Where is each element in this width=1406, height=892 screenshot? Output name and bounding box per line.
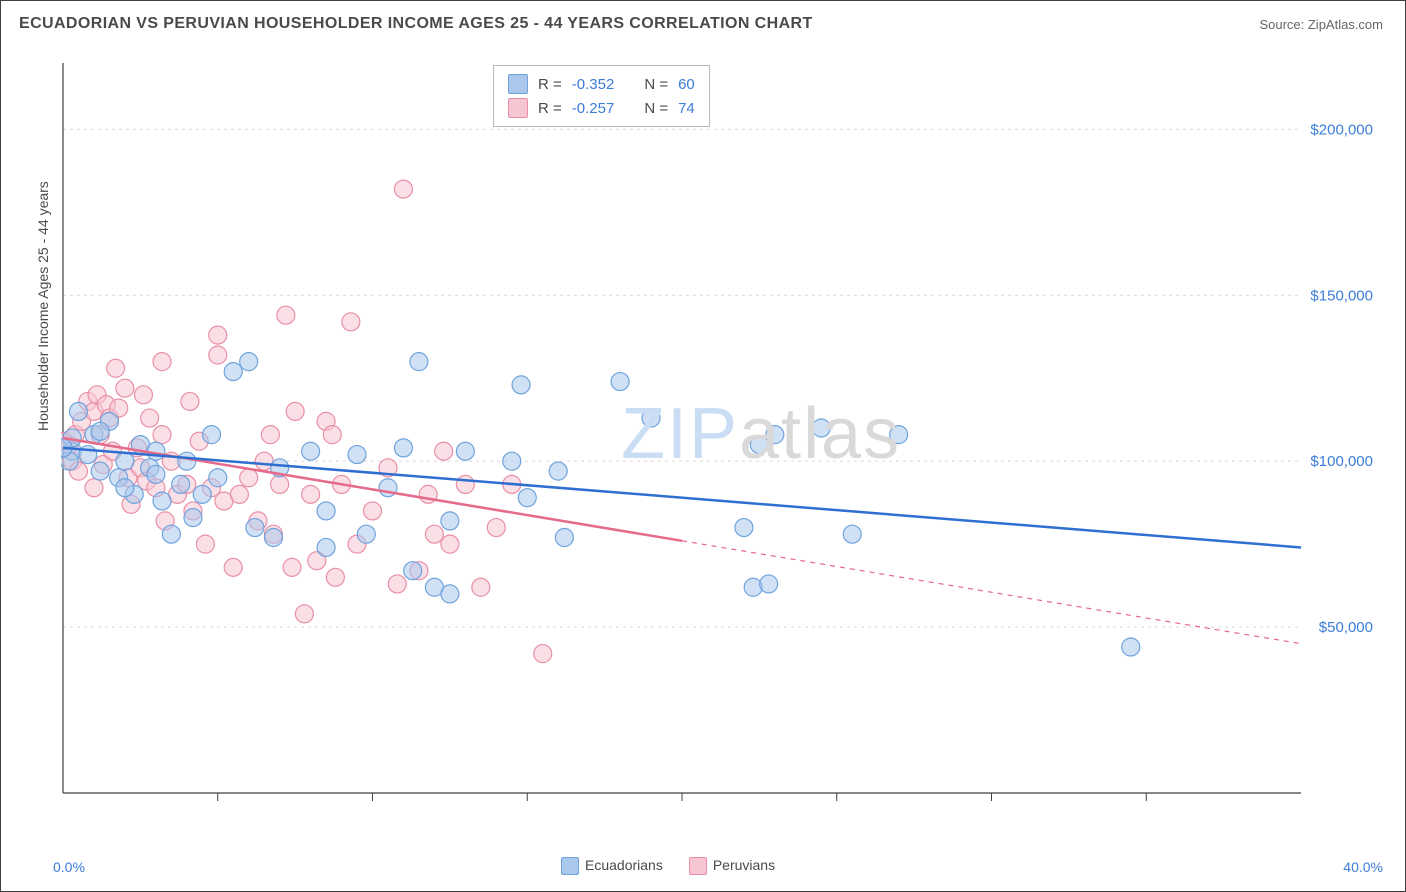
plot-area: $50,000$100,000$150,000$200,000 ZIPatlas… xyxy=(61,63,1381,823)
legend-item-ecuadorians: Ecuadorians xyxy=(561,857,663,875)
swatch-peruvians xyxy=(508,98,528,118)
x-tick-end: 40.0% xyxy=(1343,859,1383,875)
n-value-peruvians: 74 xyxy=(678,100,695,117)
legend-label-peruvians: Peruvians xyxy=(713,857,775,873)
svg-text:$100,000: $100,000 xyxy=(1310,453,1373,470)
legend-swatch-ecuadorians xyxy=(561,857,579,875)
series-legend: Ecuadorians Peruvians xyxy=(561,857,775,875)
y-axis-label: Householder Income Ages 25 - 44 years xyxy=(35,181,51,431)
n-label: N = xyxy=(644,76,668,93)
chart-title: ECUADORIAN VS PERUVIAN HOUSEHOLDER INCOM… xyxy=(19,15,813,33)
r-value-ecuadorians: -0.352 xyxy=(572,76,615,93)
r-label: R = xyxy=(538,100,562,117)
r-label: R = xyxy=(538,76,562,93)
chart-container: ECUADORIAN VS PERUVIAN HOUSEHOLDER INCOM… xyxy=(0,0,1406,892)
correlation-legend: R = -0.352 N = 60 R = -0.257 N = 74 xyxy=(493,65,710,127)
swatch-ecuadorians xyxy=(508,74,528,94)
source-label: Source: xyxy=(1259,17,1307,32)
svg-text:$200,000: $200,000 xyxy=(1310,121,1373,138)
correlation-row-peruvians: R = -0.257 N = 74 xyxy=(508,96,695,120)
svg-text:$50,000: $50,000 xyxy=(1319,619,1373,636)
source-attribution: Source: ZipAtlas.com xyxy=(1259,17,1383,32)
legend-swatch-peruvians xyxy=(689,857,707,875)
correlation-row-ecuadorians: R = -0.352 N = 60 xyxy=(508,72,695,96)
n-label: N = xyxy=(644,100,668,117)
svg-text:$150,000: $150,000 xyxy=(1310,287,1373,304)
r-value-peruvians: -0.257 xyxy=(572,100,615,117)
legend-label-ecuadorians: Ecuadorians xyxy=(585,857,663,873)
x-tick-start: 0.0% xyxy=(53,859,85,875)
source-name: ZipAtlas.com xyxy=(1308,17,1383,32)
scatter-plot-svg: $50,000 $100,000 $150,000 $200,000 xyxy=(61,63,1381,823)
legend-item-peruvians: Peruvians xyxy=(689,857,775,875)
n-value-ecuadorians: 60 xyxy=(678,76,695,93)
